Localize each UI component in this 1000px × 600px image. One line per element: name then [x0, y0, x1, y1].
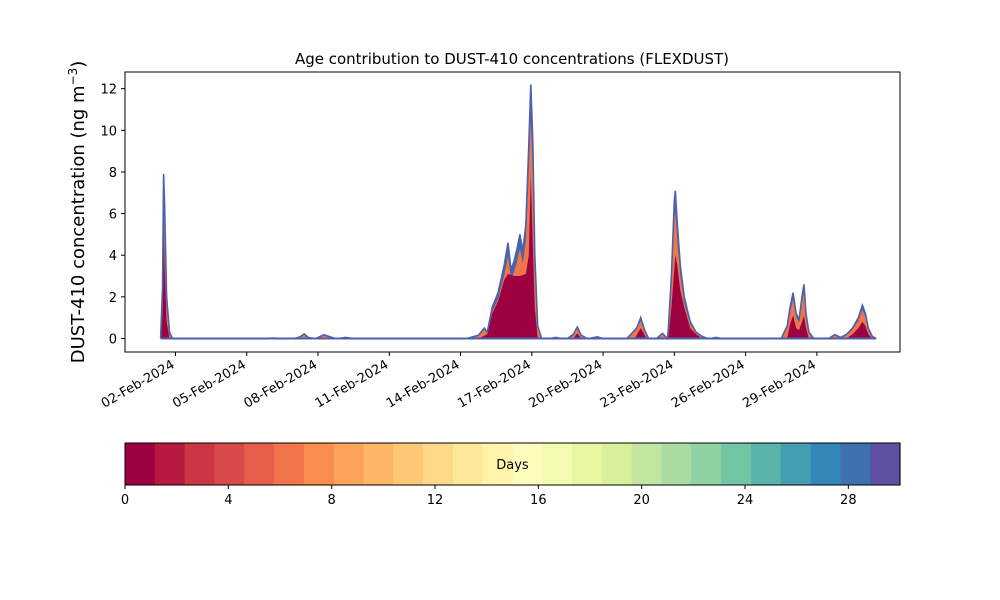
- colorbar-swatch: [303, 443, 335, 485]
- colorbar-tick-label: 16: [530, 493, 547, 508]
- y-axis-label-close: ): [68, 61, 89, 68]
- y-tick-label: 10: [100, 124, 117, 139]
- colorbar-swatch: [572, 443, 603, 485]
- colorbar-tick-label: 0: [121, 493, 129, 508]
- plot-frame: [124, 71, 901, 353]
- y-axis-label: DUST-410 concentration (ng m−3): [66, 61, 89, 364]
- colorbar-tick-label: 12: [427, 493, 444, 508]
- colorbar-swatch: [542, 443, 573, 485]
- colorbar-tick-label: 24: [737, 493, 754, 508]
- colorbar-swatch: [452, 443, 484, 485]
- y-tick-label: 12: [100, 83, 117, 98]
- y-axis-label-superscript: −3: [66, 68, 80, 86]
- colorbar-swatch: [125, 443, 156, 485]
- colorbar: Days 0 4 8 12 16 20 24 28: [121, 442, 901, 508]
- colorbar-swatch: [631, 443, 663, 485]
- colorbar-swatch: [721, 443, 752, 485]
- colorbar-label: Days: [496, 458, 529, 473]
- colorbar-swatch: [363, 443, 394, 485]
- colorbar-tick-label: 8: [328, 493, 336, 508]
- colorbar-swatch: [154, 443, 186, 485]
- y-axis-label-text: DUST-410 concentration (ng m: [68, 85, 89, 363]
- colorbar-swatch: [601, 443, 633, 485]
- colorbar-swatch: [274, 443, 305, 485]
- colorbar-swatch: [840, 443, 871, 485]
- colorbar-swatch: [750, 443, 782, 485]
- series-total-line: [159, 84, 877, 341]
- colorbar-tick-label: 28: [840, 493, 857, 508]
- colorbar-swatch: [244, 443, 275, 485]
- colorbar-tick-label: 20: [633, 493, 650, 508]
- colorbar-swatch: [780, 443, 812, 485]
- chart-title: Age contribution to DUST-410 concentrati…: [295, 50, 729, 68]
- y-tick-label: 4: [109, 249, 117, 264]
- colorbar-swatch: [423, 443, 454, 485]
- colorbar-swatch: [810, 443, 841, 485]
- colorbar-frame: [124, 442, 901, 486]
- colorbar-tick-label: 4: [224, 493, 232, 508]
- series-recent-area: [160, 174, 873, 339]
- colorbar-swatch: [691, 443, 722, 485]
- colorbar-swatch: [482, 443, 514, 485]
- colorbar-swatch: [870, 443, 901, 485]
- colorbar-swatch: [661, 443, 692, 485]
- y-tick-label: 8: [109, 166, 117, 181]
- colorbar-swatch: [333, 443, 365, 485]
- colorbar-swatch: [214, 443, 245, 485]
- y-tick-label: 0: [109, 332, 117, 347]
- colorbar-swatch: [512, 443, 543, 485]
- y-tick-label: 2: [109, 291, 117, 306]
- colorbar-swatch: [184, 443, 216, 485]
- y-tick-label: 6: [109, 208, 117, 223]
- colorbar-swatch: [393, 443, 424, 485]
